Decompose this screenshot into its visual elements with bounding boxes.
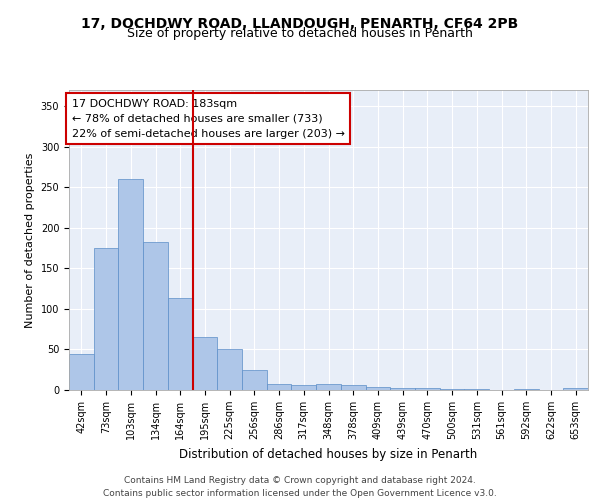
Bar — [168, 298, 193, 390]
Bar — [217, 350, 242, 390]
Text: Size of property relative to detached houses in Penarth: Size of property relative to detached ho… — [127, 28, 473, 40]
Y-axis label: Number of detached properties: Number of detached properties — [25, 152, 35, 328]
Bar — [292, 385, 316, 390]
Bar — [316, 384, 341, 390]
Bar — [341, 385, 365, 390]
Bar — [118, 179, 143, 390]
Bar — [193, 338, 217, 390]
Bar — [563, 388, 588, 390]
Bar — [415, 388, 440, 390]
Bar — [69, 354, 94, 390]
Bar — [94, 248, 118, 390]
Text: 17 DOCHDWY ROAD: 183sqm
← 78% of detached houses are smaller (733)
22% of semi-d: 17 DOCHDWY ROAD: 183sqm ← 78% of detache… — [71, 99, 344, 138]
Bar — [514, 389, 539, 390]
Bar — [464, 389, 489, 390]
Text: Contains HM Land Registry data © Crown copyright and database right 2024.
Contai: Contains HM Land Registry data © Crown c… — [103, 476, 497, 498]
Bar — [365, 387, 390, 390]
Text: 17, DOCHDWY ROAD, LLANDOUGH, PENARTH, CF64 2PB: 17, DOCHDWY ROAD, LLANDOUGH, PENARTH, CF… — [82, 18, 518, 32]
Bar — [390, 388, 415, 390]
Bar — [267, 384, 292, 390]
X-axis label: Distribution of detached houses by size in Penarth: Distribution of detached houses by size … — [179, 448, 478, 460]
Bar — [440, 389, 464, 390]
Bar — [143, 242, 168, 390]
Bar — [242, 370, 267, 390]
